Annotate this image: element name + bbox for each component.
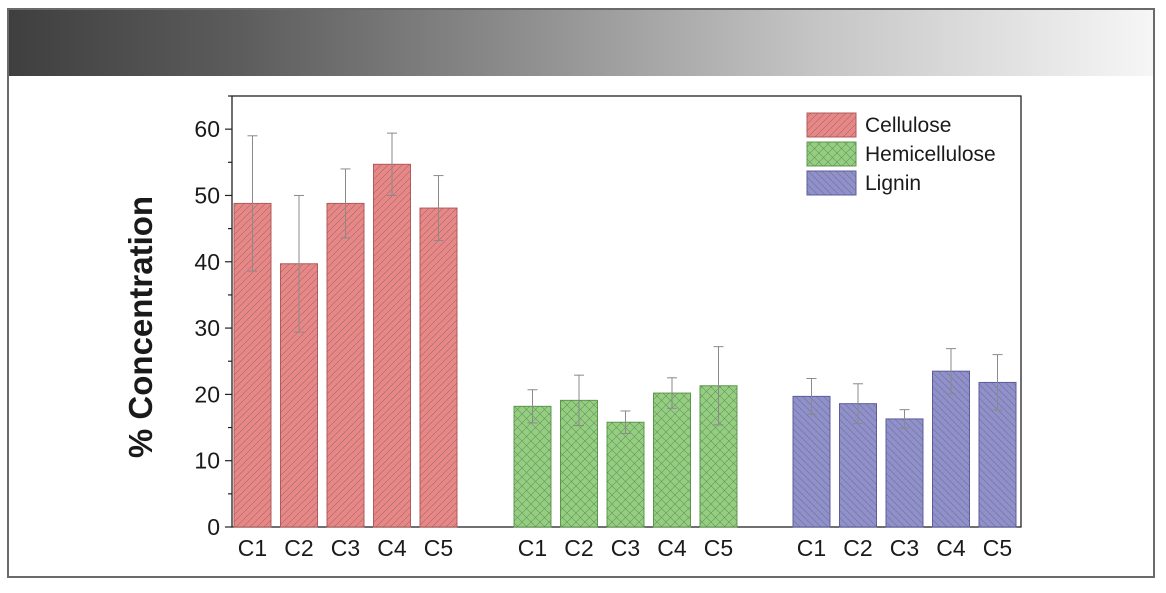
x-tick-label: C4 (657, 535, 687, 561)
bar-hatch (327, 203, 364, 527)
y-tick-label: 40 (194, 249, 220, 275)
bar-hatch (839, 403, 877, 527)
x-tick-label: C2 (564, 535, 593, 561)
legend-label: Cellulose (865, 114, 951, 137)
bar-hatch (886, 418, 923, 527)
x-tick-label: C1 (797, 535, 826, 561)
bar-hatch (653, 393, 691, 527)
x-tick-label: C3 (611, 535, 640, 561)
y-tick-label: 20 (194, 381, 220, 407)
header-gradient-band (9, 10, 1153, 76)
bar-hatch (514, 406, 551, 527)
x-tick-label: C1 (518, 535, 547, 561)
x-tick-label: C3 (890, 535, 919, 561)
y-tick-label: 10 (194, 448, 220, 474)
bar-hatch (932, 371, 970, 527)
bar-hatch (793, 396, 830, 527)
bar-hatch (420, 208, 457, 527)
legend-swatch-hatch (807, 171, 856, 195)
y-axis-label: % Concentration (122, 196, 159, 458)
x-tick-label: C3 (331, 535, 360, 561)
x-tick-label: C1 (238, 535, 267, 561)
x-tick-label: C5 (983, 535, 1012, 561)
y-tick-label: 30 (194, 315, 220, 341)
y-tick-label: 60 (194, 116, 220, 142)
x-tick-label: C4 (377, 535, 407, 561)
legend-swatch-hatch (807, 142, 856, 166)
y-tick-label: 0 (207, 514, 220, 540)
legend-swatch-hatch (807, 113, 856, 137)
y-tick-label: 50 (194, 182, 220, 208)
x-tick-label: C5 (424, 535, 453, 561)
legend-label: Lignin (865, 172, 921, 195)
x-tick-label: C5 (704, 535, 733, 561)
legend-label: Hemicellulose (865, 143, 996, 166)
x-tick-label: C2 (843, 535, 872, 561)
x-tick-label: C4 (936, 535, 966, 561)
bar-hatch (373, 164, 411, 527)
bar-hatch (607, 422, 644, 527)
x-tick-label: C2 (284, 535, 313, 561)
